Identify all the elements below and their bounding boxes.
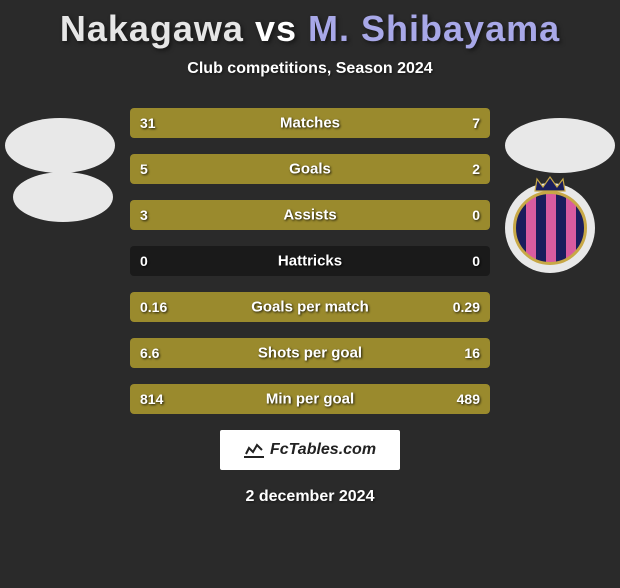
stat-bar: Assists 3 0 — [130, 200, 490, 230]
bar-value-left: 3 — [140, 207, 148, 223]
bar-value-left: 814 — [140, 391, 163, 407]
bar-value-left: 31 — [140, 115, 156, 131]
bar-left-fill — [130, 108, 389, 138]
subtitle: Club competitions, Season 2024 — [0, 60, 620, 78]
bar-value-right: 0 — [472, 207, 480, 223]
bar-value-left: 0 — [140, 253, 148, 269]
bar-label: Goals — [289, 161, 331, 178]
footer-logo-text: FcTables.com — [270, 441, 376, 459]
bar-label: Assists — [283, 207, 336, 224]
bar-value-right: 489 — [457, 391, 480, 407]
bar-value-left: 6.6 — [140, 345, 159, 361]
bar-value-right: 7 — [472, 115, 480, 131]
bar-label: Shots per goal — [258, 345, 362, 362]
chart-icon — [244, 442, 264, 458]
player1-avatar-top — [5, 118, 115, 173]
stat-bar: Goals 5 2 — [130, 154, 490, 184]
stat-bar: Goals per match 0.16 0.29 — [130, 292, 490, 322]
stat-bar: Shots per goal 6.6 16 — [130, 338, 490, 368]
club-crest — [505, 183, 595, 273]
stats-bars: Matches 31 7 Goals 5 2 Assists 3 0 Hattricks 0 0 Goa… — [130, 108, 490, 414]
bar-value-right: 2 — [472, 161, 480, 177]
player2-avatar — [505, 118, 615, 173]
bar-label: Min per goal — [266, 391, 354, 408]
footer-logo[interactable]: FcTables.com — [220, 430, 400, 470]
bar-value-right: 0 — [472, 253, 480, 269]
bar-value-left: 5 — [140, 161, 148, 177]
player1-avatar-bottom — [13, 172, 113, 222]
footer-date: 2 december 2024 — [0, 488, 620, 506]
bar-label: Hattricks — [278, 253, 342, 270]
bar-left-fill — [130, 154, 386, 184]
player1-name: Nakagawa — [60, 8, 244, 49]
stat-bar: Min per goal 814 489 — [130, 384, 490, 414]
player2-name: M. Shibayama — [308, 8, 560, 49]
stat-bar: Matches 31 7 — [130, 108, 490, 138]
bar-value-left: 0.16 — [140, 299, 167, 315]
bar-label: Matches — [280, 115, 340, 132]
vs-text: vs — [255, 8, 297, 49]
stat-bar: Hattricks 0 0 — [130, 246, 490, 276]
bar-label: Goals per match — [251, 299, 369, 316]
bar-value-right: 0.29 — [453, 299, 480, 315]
bar-value-right: 16 — [464, 345, 480, 361]
page-title: Nakagawa vs M. Shibayama — [0, 8, 620, 50]
